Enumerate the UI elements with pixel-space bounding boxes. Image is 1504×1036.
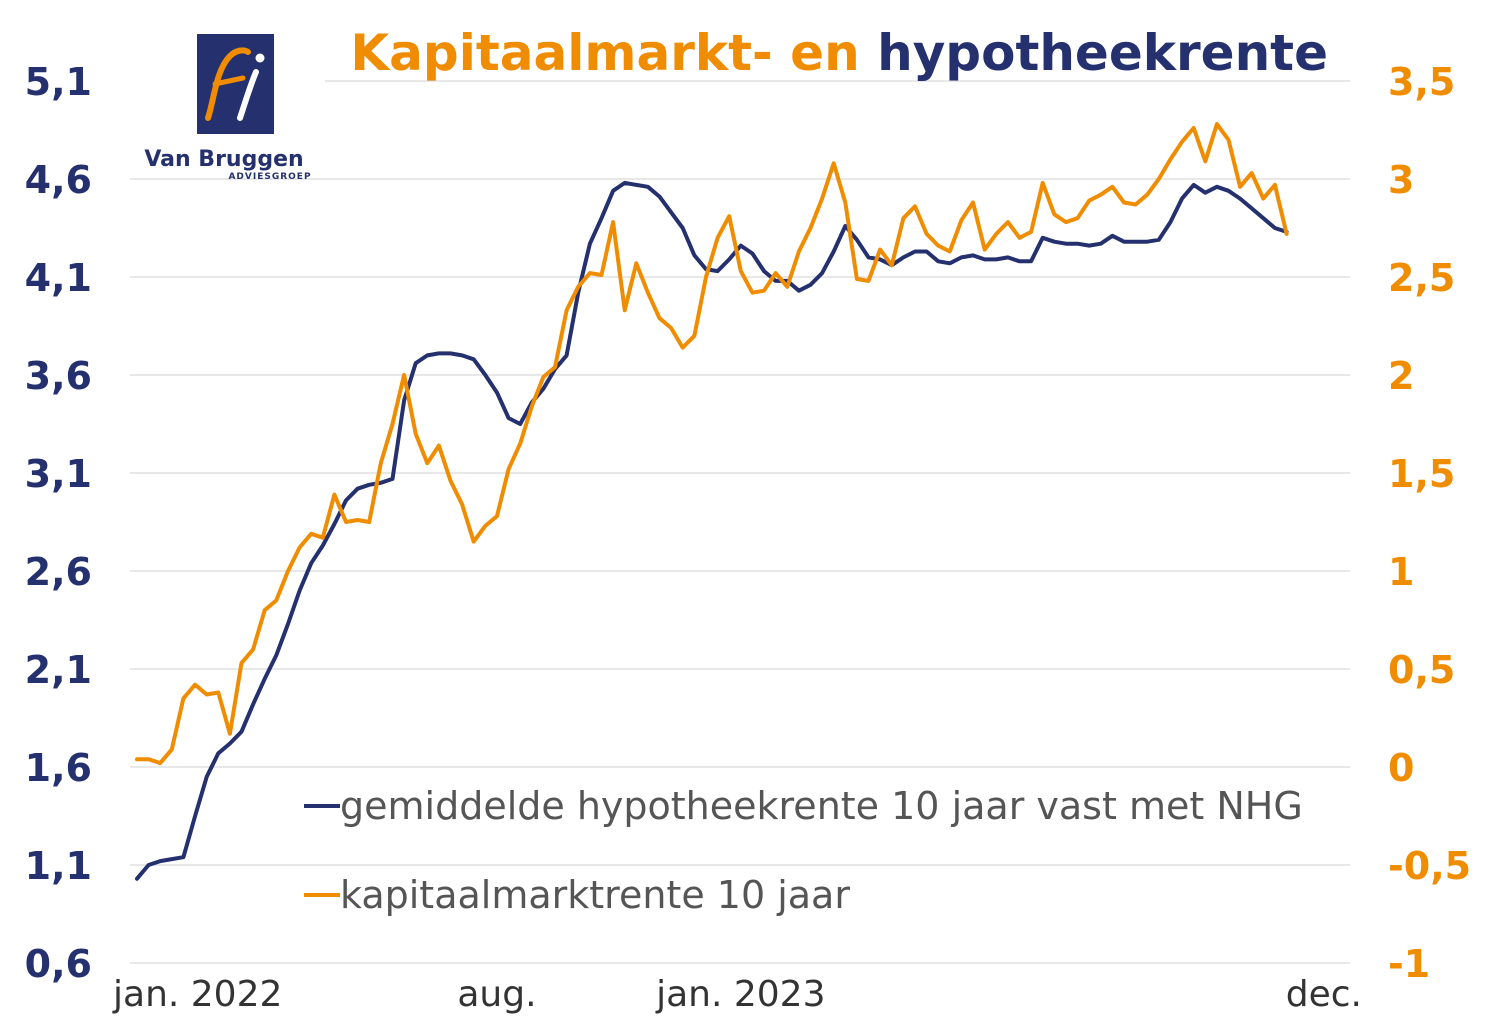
capital-market-rate-line [135,122,1289,766]
right-axis-tick-label: -0,5 [1388,844,1471,888]
gridlines [130,80,1350,964]
right-axis-ticks: -1 -0,5 0 0,5 1 1,5 2 2,5 3 3,5 [1388,60,1471,986]
x-axis-tick-label: jan. 2023 [655,974,825,1015]
right-axis-tick-label: 2 [1388,354,1414,398]
fi-monogram-f-bar [212,75,246,87]
x-axis-tick-label: dec. [1286,974,1362,1015]
chart-title: Kapitaalmarkt- en hypotheekrente [350,24,1328,82]
right-axis-tick-label: 3,5 [1388,60,1455,104]
title-part-mortgage: hypotheekrente [877,24,1328,82]
left-axis-tick-label: 1,1 [25,844,92,888]
right-axis-tick-label: 1,5 [1388,452,1455,496]
x-axis-tick-label: aug. [457,974,536,1015]
fi-monogram-i-stroke [237,69,259,121]
logo-name: Van Bruggen [144,147,303,172]
x-axis-tick-label: jan. 2022 [112,974,282,1015]
van-bruggen-logo: Van Bruggen ADVIESGROEP [144,34,311,182]
legend-item-capital-market: kapitaalmarktrente 10 jaar [304,873,850,917]
logo-subtitle: ADVIESGROEP [228,172,311,182]
legend-item-mortgage: gemiddelde hypotheekrente 10 jaar vast m… [304,784,1303,828]
left-axis-tick-label: 1,6 [25,746,92,790]
legend-label-mortgage: gemiddelde hypotheekrente 10 jaar vast m… [340,784,1303,828]
right-axis-tick-label: -1 [1388,942,1430,986]
right-axis-tick-label: 3 [1388,158,1414,202]
series-lines [135,122,1289,881]
legend: gemiddelde hypotheekrente 10 jaar vast m… [304,784,1303,917]
x-axis-ticks: jan. 2022 aug. jan. 2023 dec. [112,974,1362,1015]
left-axis-tick-label: 5,1 [25,60,92,104]
right-axis-tick-label: 1 [1388,550,1414,594]
legend-label-capital-market: kapitaalmarktrente 10 jaar [340,873,850,917]
right-axis-tick-label: 0,5 [1388,648,1455,692]
left-axis-tick-label: 2,1 [25,648,92,692]
left-axis-tick-label: 2,6 [25,550,92,594]
left-axis-tick-label: 4,6 [25,158,92,202]
left-axis-tick-label: 4,1 [25,256,92,300]
left-axis-tick-label: 0,6 [25,942,92,986]
right-axis-tick-label: 0 [1388,746,1414,790]
left-axis-ticks: 0,6 1,1 1,6 2,1 2,6 3,1 3,6 4,1 4,6 5,1 [25,60,92,986]
mortgage-rate-line [135,180,1289,881]
left-axis-tick-label: 3,1 [25,452,92,496]
fi-monogram-i-dot [255,53,265,63]
right-axis-tick-label: 2,5 [1388,256,1455,300]
fi-monogram-f-stroke [205,47,251,121]
title-part-capital-market: Kapitaalmarkt- en [350,24,859,82]
left-axis-tick-label: 3,6 [25,354,92,398]
